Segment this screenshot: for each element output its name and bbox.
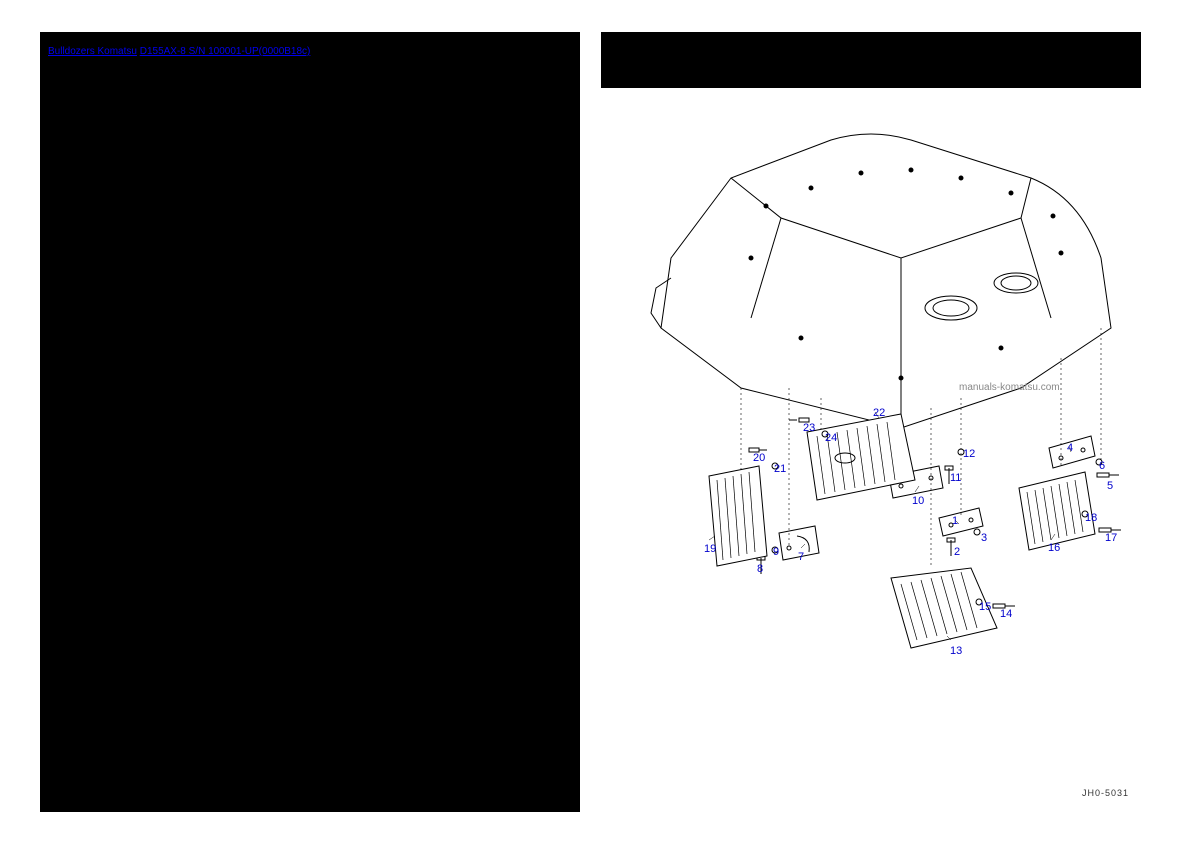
left-black-background <box>40 32 580 812</box>
watermark-text: manuals-komatsu.com <box>959 382 1060 393</box>
diagram-area: 123456789101112131415161718192021222324 … <box>601 88 1141 812</box>
callout-3: 3 <box>981 532 987 544</box>
breadcrumb: Bulldozers Komatsu D155AX-8 S/N 100001-U… <box>48 46 310 57</box>
callout-6: 6 <box>1099 460 1105 472</box>
callout-11: 11 <box>950 472 961 484</box>
breadcrumb-link-model[interactable]: D155AX-8 S/N 100001-UP(0000B18c) <box>140 46 311 57</box>
right-panel: 123456789101112131415161718192021222324 … <box>585 0 1190 842</box>
callout-20: 20 <box>753 452 765 464</box>
callout-5: 5 <box>1107 480 1113 492</box>
callout-23: 23 <box>803 422 815 434</box>
callout-7: 7 <box>798 551 804 563</box>
callout-21: 21 <box>774 463 786 475</box>
breadcrumb-link-category[interactable]: Bulldozers Komatsu <box>48 46 137 57</box>
callout-22: 22 <box>873 407 885 419</box>
callout-16: 16 <box>1048 542 1060 554</box>
callout-9: 9 <box>773 546 779 558</box>
callout-4: 4 <box>1067 442 1073 454</box>
callout-14: 14 <box>1000 608 1012 620</box>
callout-2: 2 <box>954 546 960 558</box>
callout-15: 15 <box>979 601 991 613</box>
callout-19: 19 <box>704 543 716 555</box>
callout-18: 18 <box>1085 512 1097 524</box>
left-panel: Bulldozers Komatsu D155AX-8 S/N 100001-U… <box>0 0 585 842</box>
page-root: Bulldozers Komatsu D155AX-8 S/N 100001-U… <box>0 0 1190 842</box>
callout-17: 17 <box>1105 532 1117 544</box>
exploded-diagram-svg <box>601 88 1141 812</box>
callout-1: 1 <box>952 515 958 527</box>
drawing-code: JH0-5031 <box>1082 788 1129 798</box>
callout-10: 10 <box>912 495 924 507</box>
callout-12: 12 <box>963 448 975 460</box>
callout-8: 8 <box>757 563 763 575</box>
callout-13: 13 <box>950 645 962 657</box>
callout-24: 24 <box>825 432 837 444</box>
diagram-frame: 123456789101112131415161718192021222324 … <box>601 32 1141 812</box>
